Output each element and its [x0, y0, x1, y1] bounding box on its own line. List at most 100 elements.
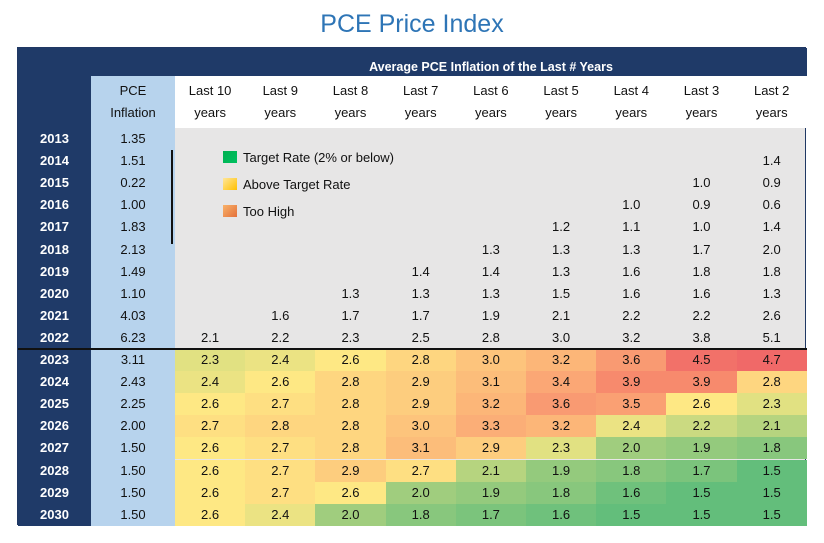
average-value-cell: 2.1 — [201, 329, 220, 345]
average-value-cell: 1.5 — [736, 481, 807, 504]
legend-item: Above Target Rate — [223, 177, 350, 192]
average-value-cell: 1.9 — [455, 481, 526, 504]
average-value-cell: 1.3 — [481, 285, 500, 301]
average-value-cell: 2.1 — [455, 459, 526, 482]
average-value-cell: 0.9 — [692, 197, 711, 213]
row-year: 2022 — [40, 329, 69, 345]
average-value-cell: 2.1 — [552, 307, 571, 323]
average-value-cell: 1.7 — [341, 307, 360, 323]
average-value-cell: 2.7 — [385, 459, 456, 482]
row-year: 2029 — [40, 484, 69, 500]
average-value-cell: 1.1 — [622, 219, 641, 235]
column-header-line2: years — [615, 105, 648, 120]
row-year: 2027 — [40, 440, 69, 456]
average-value-cell: 1.3 — [481, 241, 500, 257]
legend-swatch — [223, 178, 237, 190]
average-value-cell: 0.9 — [762, 175, 781, 191]
average-value-cell: 1.8 — [692, 263, 711, 279]
average-value-cell: 1.3 — [622, 241, 641, 257]
average-value-cell: 1.3 — [762, 285, 781, 301]
column-header-line1: Last 7 — [402, 83, 439, 98]
pce-column-background — [91, 48, 175, 526]
column-header-line1: Last 4 — [613, 83, 649, 98]
average-value-cell: 2.2 — [666, 415, 737, 438]
average-value-cell: 1.5 — [596, 503, 667, 526]
average-value-cell: 2.6 — [175, 459, 246, 482]
average-value-cell: 4.7 — [736, 349, 807, 372]
average-value-cell: 3.2 — [526, 349, 597, 372]
column-header-line2: years — [404, 105, 437, 120]
legend-swatch — [223, 151, 237, 163]
average-value-cell: 3.9 — [666, 371, 737, 394]
average-value-cell: 2.4 — [245, 349, 316, 372]
average-value-cell: 1.4 — [762, 153, 781, 169]
average-value-cell: 2.4 — [245, 503, 316, 526]
average-value-cell: 1.6 — [526, 503, 597, 526]
pce-inflation-value: 1.49 — [120, 263, 146, 279]
average-value-cell: 3.0 — [385, 415, 456, 438]
column-headers: PCE Inflation Last 10 years Last 9 years Last … — [18, 48, 807, 128]
column-header-line1: Last 9 — [262, 83, 298, 98]
pce-inflation-value: 2.43 — [120, 374, 146, 390]
average-value-cell: 2.9 — [455, 437, 526, 460]
column-header-line2: years — [194, 105, 226, 120]
average-value-cell: 2.8 — [315, 393, 386, 416]
average-value-cell: 3.6 — [596, 349, 667, 372]
pce-inflation-value: 1.10 — [120, 285, 146, 301]
average-value-cell: 2.6 — [245, 371, 316, 394]
average-value-cell: 2.1 — [736, 415, 807, 438]
average-value-cell: 2.4 — [175, 371, 246, 394]
average-value-cell: 2.0 — [596, 437, 667, 460]
average-value-cell: 3.6 — [526, 393, 597, 416]
pce-inflation-value: 1.00 — [120, 197, 146, 213]
row-year: 2028 — [40, 462, 69, 478]
average-value-cell: 2.6 — [315, 481, 386, 504]
average-value-cell: 2.6 — [666, 393, 737, 416]
row-year: 2017 — [40, 219, 69, 235]
average-value-cell: 2.8 — [385, 349, 456, 372]
average-value-cell: 1.4 — [762, 219, 781, 235]
row-year: 2018 — [40, 241, 69, 257]
legend-label: Above Target Rate — [243, 177, 351, 192]
column-header-line1: Last 10 — [188, 83, 232, 98]
column-header-line2: Inflation — [110, 105, 156, 120]
pce-inflation-value: 1.83 — [120, 219, 146, 235]
legend-label: Target Rate (2% or below) — [243, 150, 395, 165]
average-value-cell: 2.7 — [245, 481, 316, 504]
average-value-cell: 2.6 — [315, 349, 386, 372]
average-value-cell: 1.0 — [622, 197, 641, 213]
average-value-cell: 2.6 — [762, 307, 781, 323]
average-value-cell: 1.3 — [341, 285, 360, 301]
row-year: 2030 — [40, 506, 69, 522]
average-value-cell: 1.7 — [411, 307, 430, 323]
header-background — [175, 76, 807, 128]
average-value-cell: 2.4 — [596, 415, 667, 438]
column-header-line1: Last 2 — [753, 83, 790, 98]
average-value-cell: 2.3 — [526, 437, 597, 460]
row-year: 2019 — [40, 263, 69, 279]
pce-inflation-value: 1.50 — [120, 506, 146, 522]
pce-inflation-value: 6.23 — [120, 329, 146, 345]
legend-swatch — [223, 205, 237, 217]
average-value-cell: 3.3 — [455, 415, 526, 438]
average-value-cell: 1.5 — [736, 503, 807, 526]
average-value-cell: 1.3 — [411, 285, 430, 301]
pce-inflation-value: 1.35 — [120, 131, 146, 146]
average-value-cell: 1.7 — [455, 503, 526, 526]
average-value-cell: 3.2 — [622, 329, 641, 345]
average-value-cell: 2.6 — [175, 503, 246, 526]
average-value-cell: 1.8 — [762, 263, 781, 279]
column-header-line1: Last 6 — [473, 83, 509, 98]
average-value-cell: 1.8 — [385, 503, 456, 526]
average-value-cell: 2.3 — [736, 393, 807, 416]
average-value-cell: 3.1 — [385, 437, 456, 460]
column-header-line1: Last 3 — [683, 83, 720, 98]
average-value-cell: 2.8 — [481, 329, 500, 345]
average-value-cell: 2.0 — [385, 481, 456, 504]
average-value-cell: 1.3 — [552, 241, 571, 257]
average-value-cell: 2.8 — [315, 415, 386, 438]
row-year: 2014 — [40, 153, 69, 169]
legend-item: Too High — [223, 204, 294, 219]
average-value-cell: 2.8 — [245, 415, 316, 438]
column-header-line1: Last 8 — [332, 83, 369, 98]
